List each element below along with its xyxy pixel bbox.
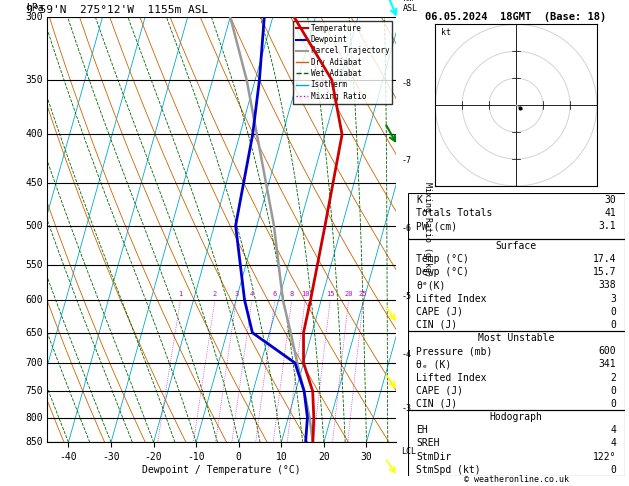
Text: Totals Totals: Totals Totals — [416, 208, 493, 218]
Text: -4: -4 — [401, 349, 411, 359]
Text: -7: -7 — [401, 156, 411, 165]
Text: Pressure (mb): Pressure (mb) — [416, 346, 493, 356]
Text: 17.4: 17.4 — [593, 254, 616, 264]
Text: 6: 6 — [273, 291, 277, 296]
Text: Mixing Ratio (g/kg): Mixing Ratio (g/kg) — [423, 182, 432, 277]
Text: 0: 0 — [610, 399, 616, 409]
Text: 550: 550 — [25, 260, 43, 270]
Text: 350: 350 — [25, 75, 43, 85]
Text: CAPE (J): CAPE (J) — [416, 386, 464, 396]
Text: 4: 4 — [610, 438, 616, 449]
Text: 3.1: 3.1 — [598, 221, 616, 231]
Bar — [408, 331, 625, 411]
Text: km
ASL: km ASL — [403, 0, 418, 13]
Bar — [408, 239, 625, 331]
Text: StmDir: StmDir — [416, 451, 452, 462]
Text: 20: 20 — [344, 291, 353, 296]
Text: 30: 30 — [604, 195, 616, 205]
Text: 400: 400 — [25, 129, 43, 139]
Text: CAPE (J): CAPE (J) — [416, 307, 464, 317]
Text: 450: 450 — [25, 177, 43, 188]
Text: 0: 0 — [610, 465, 616, 475]
Text: 800: 800 — [25, 413, 43, 422]
Text: PW (cm): PW (cm) — [416, 221, 457, 231]
Text: CIN (J): CIN (J) — [416, 399, 457, 409]
Text: 300: 300 — [25, 12, 43, 22]
Text: Dewp (°C): Dewp (°C) — [416, 267, 469, 277]
Text: 700: 700 — [25, 358, 43, 368]
Text: 750: 750 — [25, 386, 43, 396]
Text: 650: 650 — [25, 328, 43, 338]
Text: 341: 341 — [598, 359, 616, 369]
Text: 2: 2 — [610, 373, 616, 382]
Text: hPa: hPa — [26, 3, 44, 13]
Text: 0: 0 — [610, 320, 616, 330]
Text: Lifted Index: Lifted Index — [416, 294, 487, 304]
Text: kt: kt — [441, 28, 451, 37]
Text: 3: 3 — [234, 291, 238, 296]
Text: CIN (J): CIN (J) — [416, 320, 457, 330]
Text: 15: 15 — [326, 291, 335, 296]
Text: 8: 8 — [289, 291, 294, 296]
Text: © weatheronline.co.uk: © weatheronline.co.uk — [464, 474, 569, 484]
Text: 2: 2 — [213, 291, 217, 296]
Text: θᵉ(K): θᵉ(K) — [416, 280, 446, 290]
Text: 41: 41 — [604, 208, 616, 218]
Text: SREH: SREH — [416, 438, 440, 449]
Text: 06.05.2024  18GMT  (Base: 18): 06.05.2024 18GMT (Base: 18) — [425, 12, 607, 22]
Text: Most Unstable: Most Unstable — [478, 333, 554, 343]
Text: 338: 338 — [598, 280, 616, 290]
Bar — [408, 411, 625, 476]
Text: 15.7: 15.7 — [593, 267, 616, 277]
Text: Lifted Index: Lifted Index — [416, 373, 487, 382]
Text: 25: 25 — [359, 291, 367, 296]
Text: 0: 0 — [610, 307, 616, 317]
Text: 850: 850 — [25, 437, 43, 447]
Text: θₑ (K): θₑ (K) — [416, 359, 452, 369]
Text: -5: -5 — [401, 292, 411, 301]
Text: 10: 10 — [301, 291, 309, 296]
Text: 600: 600 — [598, 346, 616, 356]
Legend: Temperature, Dewpoint, Parcel Trajectory, Dry Adiabat, Wet Adiabat, Isotherm, Mi: Temperature, Dewpoint, Parcel Trajectory… — [293, 21, 392, 104]
Text: -8: -8 — [401, 79, 411, 88]
Text: 1: 1 — [179, 291, 182, 296]
X-axis label: Dewpoint / Temperature (°C): Dewpoint / Temperature (°C) — [142, 465, 301, 475]
Text: 500: 500 — [25, 221, 43, 230]
Text: 122°: 122° — [593, 451, 616, 462]
Text: -6: -6 — [401, 224, 411, 232]
Text: -3: -3 — [401, 404, 411, 413]
Text: 9°59'N  275°12'W  1155m ASL: 9°59'N 275°12'W 1155m ASL — [26, 5, 208, 15]
Text: Surface: Surface — [496, 241, 537, 251]
Text: EH: EH — [416, 425, 428, 435]
Text: Temp (°C): Temp (°C) — [416, 254, 469, 264]
Text: 4: 4 — [610, 425, 616, 435]
Text: 3: 3 — [610, 294, 616, 304]
Text: StmSpd (kt): StmSpd (kt) — [416, 465, 481, 475]
Text: 600: 600 — [25, 295, 43, 305]
Text: 4: 4 — [250, 291, 254, 296]
Text: 0: 0 — [610, 386, 616, 396]
Text: K: K — [416, 195, 422, 205]
Text: Hodograph: Hodograph — [489, 412, 543, 422]
Text: LCL: LCL — [401, 447, 416, 456]
Bar — [408, 193, 625, 239]
